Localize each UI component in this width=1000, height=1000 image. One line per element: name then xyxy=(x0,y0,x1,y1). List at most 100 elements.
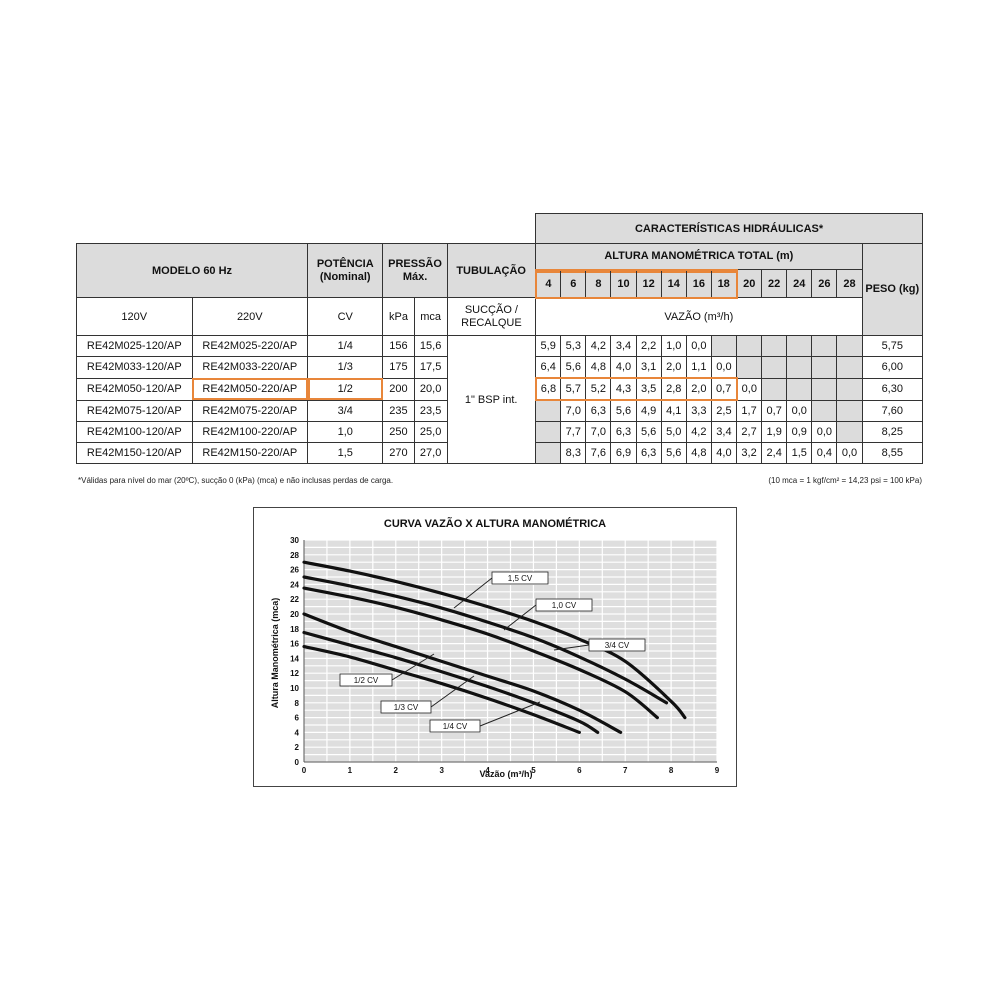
flow-cell: 1,1 xyxy=(685,356,712,379)
pressure-mca: 20,0 xyxy=(413,377,448,401)
flow-cell xyxy=(735,356,763,379)
callout-leader xyxy=(391,653,435,681)
y-tick-label: 30 xyxy=(290,536,299,545)
flow-cell: 2,0 xyxy=(660,356,687,379)
height-col-28: 28 xyxy=(836,269,863,298)
height-col-18: 18 xyxy=(710,268,738,299)
flow-cell: 5,6 xyxy=(660,442,687,464)
flow-cell: 3,4 xyxy=(710,421,738,443)
flow-cell: 3,1 xyxy=(635,356,662,379)
flow-cell: 4,2 xyxy=(685,421,712,443)
power-cv: 1/4 xyxy=(307,335,384,357)
y-tick-label: 0 xyxy=(295,758,300,767)
flow-cell: 5,9 xyxy=(535,335,562,357)
x-tick-label: 9 xyxy=(715,766,720,775)
model-120v: RE42M075-120/AP xyxy=(76,399,193,422)
callout-box xyxy=(588,638,646,652)
callout-box xyxy=(380,700,432,714)
flow-cell xyxy=(761,377,788,401)
model-120v: RE42M033-120/AP xyxy=(76,356,193,379)
flow-cell xyxy=(735,335,763,357)
voltage-220-label: 220V xyxy=(191,297,309,336)
flow-cell: 0,0 xyxy=(735,377,763,401)
pressure-mca: 15,6 xyxy=(413,335,448,357)
flow-cell: 7,0 xyxy=(585,421,612,443)
flow-cell xyxy=(836,356,863,379)
flow-cell: 7,6 xyxy=(585,442,612,464)
flow-cell: 6,3 xyxy=(585,399,612,422)
flow-cell: 2,2 xyxy=(635,335,662,357)
model-120v: RE42M050-120/AP xyxy=(76,377,193,401)
power-cv: 1/3 xyxy=(307,356,384,379)
y-tick-label: 24 xyxy=(290,580,299,589)
pressure-mca: 27,0 xyxy=(413,442,448,464)
flow-cell: 7,7 xyxy=(560,421,587,443)
flow-cell: 3,2 xyxy=(735,442,763,464)
flow-cell xyxy=(836,335,863,357)
pressure-kpa: 200 xyxy=(382,377,415,401)
y-tick-label: 6 xyxy=(295,714,300,723)
height-header: ALTURA MANOMÉTRICA TOTAL (m) xyxy=(535,243,863,270)
height-col-14: 14 xyxy=(660,268,687,299)
power-cv: 1/2 xyxy=(307,377,384,401)
pressure-kpa: 235 xyxy=(382,399,415,422)
flow-cell: 1,9 xyxy=(761,421,788,443)
table-row: RE42M050-120/AP RE42M050-220/AP 1/2 200 20,0… xyxy=(76,377,924,401)
table-row: RE42M150-120/AP RE42M150-220/AP 1,5 270 27,0… xyxy=(76,442,924,464)
y-tick-label: 8 xyxy=(295,699,300,708)
power-cv: 1,0 xyxy=(307,421,384,443)
flow-cell xyxy=(786,377,813,401)
series-line-3 xyxy=(302,586,659,720)
blank-corner xyxy=(76,213,536,244)
pressure-kpa: 270 xyxy=(382,442,415,464)
flow-cell: 6,4 xyxy=(535,356,562,379)
y-tick-label: 18 xyxy=(290,625,299,634)
flow-cell: 5,6 xyxy=(610,399,637,422)
voltage-120-label: 120V xyxy=(76,297,193,336)
x-tick-label: 1 xyxy=(348,766,353,775)
table-row: RE42M033-120/AP RE42M033-220/AP 1/3 175 17,5… xyxy=(76,356,924,379)
y-tick-label: 16 xyxy=(290,640,299,649)
callout-box xyxy=(339,673,393,687)
series-label-2: 3/4 CV xyxy=(605,641,630,650)
flow-cell: 4,9 xyxy=(635,399,662,422)
series-label-5: 1/4 CV xyxy=(443,722,468,731)
pipe-header: TUBULAÇÃO xyxy=(446,243,537,298)
table-row: RE42M100-120/AP RE42M100-220/AP 1,0 250 25,0… xyxy=(76,421,924,443)
height-col-16: 16 xyxy=(685,268,712,299)
flow-cell: 0,0 xyxy=(710,356,738,379)
pressure-mca: 17,5 xyxy=(413,356,448,379)
flow-label: VAZÃO (m³/h) xyxy=(535,297,863,336)
series-label-3: 1/2 CV xyxy=(354,676,379,685)
flow-cell: 4,0 xyxy=(610,356,637,379)
model-220v: RE42M075-220/AP xyxy=(191,399,309,422)
series-line-1 xyxy=(302,630,600,734)
height-col-10: 10 xyxy=(610,268,637,299)
flow-cell xyxy=(811,356,838,379)
y-tick-label: 14 xyxy=(290,654,299,663)
hydraulic-header: CARACTERÍSTICAS HIDRÁULICAS* xyxy=(535,213,923,244)
flow-cell: 1,7 xyxy=(735,399,763,422)
pressure-kpa: 175 xyxy=(382,356,415,379)
model-120v: RE42M150-120/AP xyxy=(76,442,193,464)
flow-cell xyxy=(786,335,813,357)
flow-cell: 4,2 xyxy=(585,335,612,357)
series-label-0: 1,5 CV xyxy=(508,574,533,583)
flow-cell: 0,7 xyxy=(761,399,788,422)
weight-kg: 5,75 xyxy=(861,335,924,357)
series-line-4 xyxy=(302,575,669,705)
y-tick-label: 10 xyxy=(290,684,299,693)
x-axis-label: Vazão (m³/h) xyxy=(479,769,532,779)
flow-cell: 2,8 xyxy=(660,377,687,401)
y-tick-label: 20 xyxy=(290,610,299,619)
flow-cell xyxy=(811,399,838,422)
x-tick-label: 2 xyxy=(394,766,399,775)
pressure-mca: 23,5 xyxy=(413,399,448,422)
series-line-0 xyxy=(302,644,581,734)
callout-box xyxy=(429,719,481,733)
model-220v: RE42M033-220/AP xyxy=(191,356,309,379)
height-col-8: 8 xyxy=(585,268,612,299)
flow-cell: 7,0 xyxy=(560,399,587,422)
power-header: POTÊNCIA (Nominal) xyxy=(307,243,384,298)
flow-cell: 6,3 xyxy=(635,442,662,464)
